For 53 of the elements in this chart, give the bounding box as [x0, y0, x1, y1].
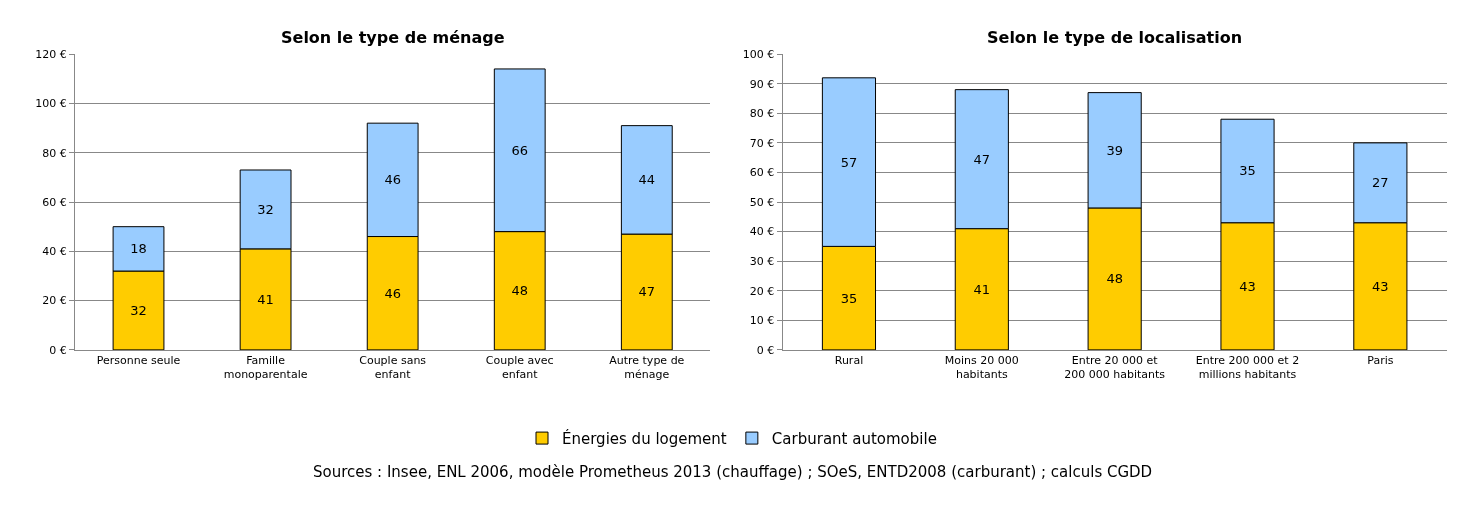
- y-tick-label: 120 €: [35, 48, 67, 62]
- x-tick-label: Couple avec enfant: [485, 354, 554, 382]
- data-label: 47: [973, 151, 991, 167]
- data-label: 48: [1106, 271, 1123, 287]
- data-label: 18: [130, 241, 147, 257]
- data-label: 32: [257, 201, 274, 217]
- data-label: 27: [1372, 175, 1389, 191]
- x-tick-label: Famille monoparentale: [223, 354, 308, 382]
- data-label: 57: [840, 154, 858, 170]
- data-label: 39: [1106, 142, 1123, 158]
- legend-label: Carburant automobile: [771, 429, 937, 448]
- y-tick-label: 60 €: [749, 166, 775, 180]
- data-label: 35: [1239, 163, 1256, 179]
- y-tick-label: 70 €: [749, 136, 775, 150]
- data-label: 32: [130, 302, 147, 318]
- x-tick-label: Rural: [834, 354, 864, 368]
- y-tick-label: 80 €: [42, 146, 67, 160]
- x-tick-label: Couple sans enfant: [359, 354, 427, 382]
- x-tick-label: Entre 20 000 et 200 000 habitants: [1064, 354, 1166, 382]
- y-tick-label: 0 €: [49, 343, 67, 357]
- data-label: 46: [384, 285, 401, 301]
- y-tick-label: 0 €: [756, 343, 775, 357]
- data-label: 44: [638, 172, 656, 188]
- source-note: Sources : Insee, ENL 2006, modèle Prometheus 2013 (chauffage) ; SOeS, ENTD2008 (carburant) ; calculs CGDD: [313, 463, 1153, 481]
- y-tick-label: 80 €: [749, 107, 775, 121]
- data-label: 43: [1372, 278, 1389, 294]
- legend-label: Énergies du logement: [562, 428, 727, 448]
- x-tick-label: Autre type de ménage: [609, 354, 685, 382]
- y-tick-label: 10 €: [749, 314, 775, 328]
- y-tick-label: 60 €: [42, 195, 67, 209]
- data-label: 47: [638, 284, 656, 300]
- data-label: 48: [511, 283, 529, 299]
- y-tick-label: 100 €: [742, 48, 775, 62]
- data-label: 41: [973, 281, 991, 297]
- x-tick-label: Moins 20 000 habitants: [944, 354, 1019, 382]
- x-tick-label: Paris: [1367, 354, 1394, 368]
- y-tick-label: 30 €: [749, 255, 775, 269]
- data-label: 35: [840, 290, 858, 306]
- x-tick-label: Entre 200 000 et 2 millions habitants: [1195, 354, 1300, 382]
- data-label: 43: [1239, 278, 1256, 294]
- y-tick-label: 40 €: [749, 225, 775, 239]
- data-label: 41: [257, 291, 274, 307]
- x-tick-label: Personne seule: [96, 354, 181, 368]
- data-label: 46: [384, 172, 401, 188]
- y-tick-label: 50 €: [749, 195, 775, 209]
- y-tick-label: 20 €: [42, 294, 67, 308]
- data-label: 66: [511, 142, 529, 158]
- y-tick-label: 40 €: [42, 245, 67, 259]
- chart-title: Selon le type de ménage: [281, 28, 505, 47]
- y-tick-label: 20 €: [749, 284, 775, 298]
- y-tick-label: 90 €: [749, 77, 775, 91]
- y-tick-label: 100 €: [35, 97, 67, 111]
- chart-title: Selon le type de localisation: [987, 28, 1243, 47]
